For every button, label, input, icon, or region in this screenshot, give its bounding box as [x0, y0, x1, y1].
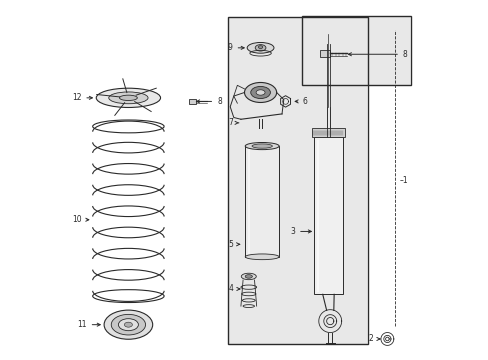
- Text: 4: 4: [228, 284, 239, 293]
- Ellipse shape: [244, 82, 276, 103]
- Ellipse shape: [256, 90, 264, 95]
- Text: 5: 5: [228, 240, 239, 249]
- Ellipse shape: [250, 86, 270, 99]
- Ellipse shape: [104, 310, 152, 339]
- Text: 12: 12: [72, 93, 92, 102]
- Text: –1: –1: [399, 176, 407, 185]
- Text: 3: 3: [290, 227, 311, 236]
- Ellipse shape: [111, 314, 145, 335]
- Ellipse shape: [258, 46, 262, 49]
- Bar: [244, 146, 279, 257]
- Text: 6: 6: [295, 97, 307, 106]
- Ellipse shape: [119, 95, 137, 100]
- Bar: [189, 99, 196, 104]
- Bar: [313, 137, 342, 294]
- Ellipse shape: [244, 254, 279, 260]
- Bar: [302, 17, 409, 85]
- Bar: [302, 17, 410, 85]
- Bar: [228, 18, 367, 344]
- Text: 8: 8: [196, 97, 222, 106]
- Ellipse shape: [251, 144, 272, 148]
- Text: 8: 8: [347, 50, 407, 59]
- Text: 10: 10: [72, 215, 89, 224]
- Text: 7: 7: [228, 118, 239, 127]
- Ellipse shape: [244, 143, 279, 150]
- Ellipse shape: [241, 273, 256, 280]
- Ellipse shape: [244, 275, 252, 278]
- Bar: [228, 18, 366, 344]
- Ellipse shape: [96, 88, 160, 108]
- Text: 9: 9: [227, 43, 244, 52]
- Ellipse shape: [124, 322, 132, 327]
- Ellipse shape: [246, 42, 273, 53]
- Bar: [320, 50, 329, 57]
- Ellipse shape: [255, 45, 265, 51]
- Ellipse shape: [108, 92, 148, 104]
- Text: 2: 2: [368, 334, 379, 343]
- Bar: [312, 128, 344, 137]
- Ellipse shape: [118, 319, 138, 331]
- Text: 11: 11: [77, 320, 100, 329]
